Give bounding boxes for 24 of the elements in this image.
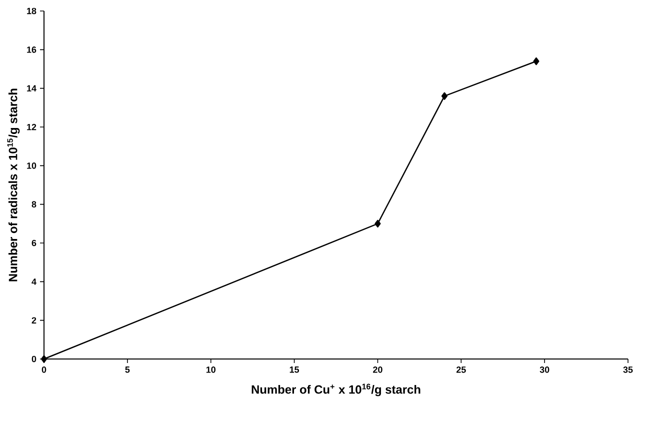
y-tick-label: 2 [32, 317, 36, 324]
point [533, 57, 540, 66]
point [40, 355, 48, 363]
point [374, 220, 381, 228]
x-tick-label: 30 [540, 366, 550, 373]
y-tick-label: 8 [32, 201, 36, 208]
y-tick-label: 10 [27, 162, 36, 169]
point [441, 92, 448, 100]
x-tick-label: 10 [206, 366, 216, 373]
y-tick-label: 14 [27, 85, 36, 92]
y-tick-label: 18 [27, 8, 36, 14]
y-tick-label: 12 [27, 124, 36, 130]
x-tick-label: 35 [623, 366, 633, 373]
y-tick-label: 16 [27, 46, 36, 53]
x-tick-label: 5 [125, 366, 130, 373]
x-tick-label: 20 [373, 366, 382, 373]
y-axis-title: Number of radicals x 10$^{15}$/g starch [7, 88, 20, 282]
y-tick-label: 0 [32, 356, 36, 362]
x-tick-label: 25 [456, 366, 466, 373]
y-tick-label: 6 [32, 240, 36, 246]
y-tick-label: 4 [32, 278, 36, 285]
x-tick-label: 0 [42, 366, 46, 373]
x-tick-label: 15 [290, 366, 300, 373]
x-axis-title: Number of Cu$^{+}$ x 10$^{16}$/g starch [252, 384, 420, 396]
